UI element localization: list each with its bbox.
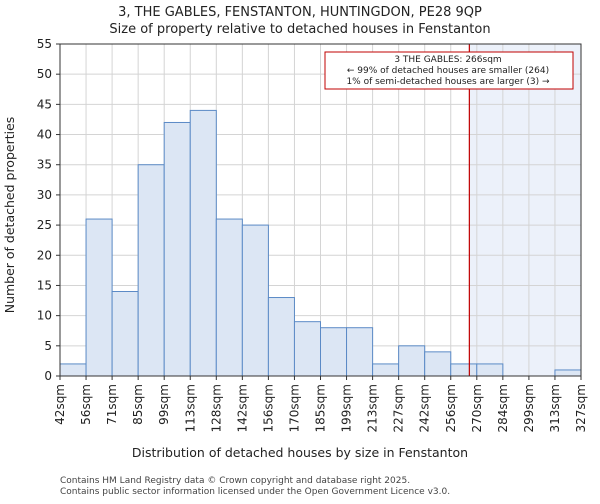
x-tick-label: 270sqm <box>470 384 484 432</box>
y-tick-label: 25 <box>37 218 52 232</box>
y-tick-label: 5 <box>44 339 52 353</box>
x-tick-label: 185sqm <box>314 384 328 432</box>
y-tick-label: 35 <box>37 158 52 172</box>
histogram-bar <box>137 164 165 377</box>
y-axis-label: Number of detached properties <box>2 117 17 314</box>
x-tick-label: 256sqm <box>444 384 458 432</box>
x-tick-label: 199sqm <box>340 384 354 432</box>
chart-title: 3, THE GABLES, FENSTANTON, HUNTINGDON, P… <box>118 5 482 20</box>
x-tick-label: 299sqm <box>522 384 536 432</box>
x-tick-label: 56sqm <box>79 384 93 425</box>
chart-subtitle: Size of property relative to detached ho… <box>109 22 490 37</box>
histogram-bar <box>424 351 452 377</box>
histogram-bar <box>111 290 139 377</box>
annotation-box: 3 THE GABLES: 266sqm ← 99% of detached h… <box>324 51 574 90</box>
y-tick-label: 20 <box>37 248 52 262</box>
x-tick-label: 42sqm <box>53 384 67 425</box>
x-tick-label: 85sqm <box>131 384 145 425</box>
plot-frame <box>59 43 582 377</box>
x-tick-label: 99sqm <box>157 384 171 425</box>
highlight-region <box>469 44 581 376</box>
histogram-bar <box>215 218 243 377</box>
x-tick-label: 170sqm <box>287 384 301 432</box>
y-tick-label: 55 <box>37 37 52 51</box>
histogram-bar <box>293 321 322 377</box>
x-tick-label: 113sqm <box>183 384 197 432</box>
histogram-bar <box>398 345 426 377</box>
x-tick-label: 128sqm <box>209 384 223 432</box>
histogram-bar <box>85 218 113 377</box>
histogram-bar <box>241 224 269 377</box>
x-tick-label: 227sqm <box>392 384 406 432</box>
histogram-bar <box>476 363 504 377</box>
histogram-bar <box>59 363 87 377</box>
footer-line-1: Contains HM Land Registry data © Crown c… <box>60 476 410 486</box>
annotation-line-1: 3 THE GABLES: 266sqm <box>394 55 501 65</box>
x-tick-label: 284sqm <box>496 384 510 432</box>
histogram-bar <box>320 327 348 377</box>
x-tick-label: 213sqm <box>366 384 380 432</box>
annotation-line-3: 1% of semi-detached houses are larger (3… <box>346 77 550 87</box>
y-tick-label: 45 <box>37 97 52 111</box>
histogram-bar <box>163 121 191 377</box>
x-tick-label: 142sqm <box>235 384 249 432</box>
annotation-line-2: ← 99% of detached houses are smaller (26… <box>347 66 549 76</box>
x-tick-label: 313sqm <box>548 384 562 432</box>
y-tick-label: 10 <box>37 309 52 323</box>
x-tick-label: 71sqm <box>105 384 119 425</box>
annotation-box-frame <box>324 51 574 90</box>
histogram-bar <box>554 369 582 377</box>
x-tick-label: 327sqm <box>574 384 588 432</box>
histogram-bar <box>189 109 217 377</box>
y-tick-label: 15 <box>37 278 52 292</box>
histogram-bar <box>346 327 374 377</box>
y-tick-label: 0 <box>44 369 52 383</box>
y-tick-label: 50 <box>37 67 52 81</box>
x-tick-label: 242sqm <box>418 384 432 432</box>
histogram-bar <box>372 363 400 377</box>
histogram-bar <box>267 297 295 377</box>
y-tick-label: 30 <box>37 188 52 202</box>
y-tick-label: 40 <box>37 128 52 142</box>
histogram-bar <box>450 363 478 377</box>
x-axis-label: Distribution of detached houses by size … <box>132 445 468 460</box>
x-tick-label: 156sqm <box>261 384 275 432</box>
footer-line-2: Contains public sector information licen… <box>60 487 450 497</box>
